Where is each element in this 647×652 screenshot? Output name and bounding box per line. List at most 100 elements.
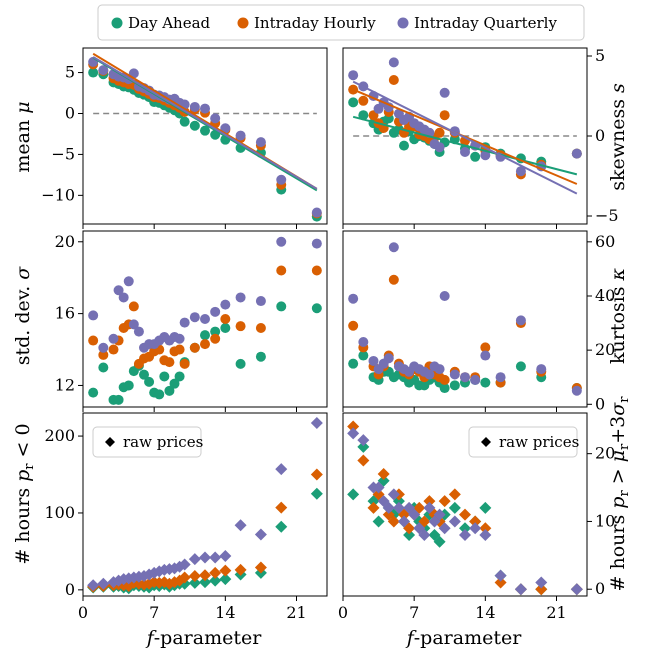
point-std-day-ahead [164,385,175,396]
point-std-intraday-quarterly [255,296,266,307]
point-std-day-ahead [154,389,165,400]
plot-frame-kurt [342,230,588,408]
inner-legend-box [92,426,202,458]
point-std-day-ahead [159,371,170,382]
point-pos-intraday-quarterly [382,501,395,514]
point-std-intraday-quarterly [118,292,129,303]
xtick-label-pos: 0 [338,603,348,622]
point-pos-intraday-hourly [479,522,492,535]
point-std-intraday-hourly [174,344,185,355]
point-neg-intraday-quarterly [178,558,191,571]
point-std-intraday-hourly [255,322,266,333]
xtick-label-pos: 21 [546,603,566,622]
point-skew-intraday-hourly [388,75,399,85]
point-pos-intraday-hourly [535,583,548,596]
ytick-label-neg: 0 [65,580,75,599]
point-neg-intraday-quarterly [199,551,211,564]
point-std-intraday-quarterly [220,299,231,310]
point-std-intraday-hourly [235,321,246,332]
legend-marker-day-ahead [111,17,123,29]
xtick-label-neg: 21 [286,603,306,622]
point-pos-intraday-hourly [367,501,380,514]
point-pos-intraday-hourly [347,420,360,433]
ytick-label-mean: −10 [41,185,75,204]
legend: Day Ahead Intraday Hourly Intraday Quart… [97,4,585,41]
point-std-intraday-hourly [179,358,190,369]
point-neg-intraday-hourly [209,566,222,579]
ylabel-neg: # hours pr < 0 [12,423,37,564]
point-neg-intraday-quarterly [254,528,267,541]
point-std-intraday-hourly [108,344,119,355]
point-neg-intraday-hourly [275,501,288,514]
point-pos-intraday-hourly [377,468,390,480]
plot-frame-skew [342,47,588,225]
panel-std: 12 16 20 [55,230,328,412]
point-skew-intraday-quarterly [515,166,526,177]
point-neg-day-ahead [219,573,232,586]
point-std-intraday-quarterly [133,326,144,337]
point-mean-intraday-quarterly [210,113,221,124]
point-skew-day-ahead [470,151,481,162]
ytick-label-std: 12 [55,375,75,394]
inner-legend-pos: raw prices [468,426,579,458]
fit-line-mean-intraday-quarterly [92,56,318,190]
point-mean-day-ahead [200,125,210,136]
point-pos-day-ahead [459,522,471,535]
point-neg-intraday-quarterly [87,579,100,592]
point-pos-intraday-quarterly [418,529,431,541]
point-pos-intraday-quarterly [357,434,370,447]
ytick-label-std: 20 [55,232,75,251]
ytick-label-kurt: 20 [595,340,615,359]
point-kurt-intraday-quarterly [388,242,399,253]
point-mean-intraday-quarterly [235,130,246,141]
point-std-intraday-quarterly [128,319,139,330]
point-skew-intraday-hourly [439,110,450,121]
point-kurt-intraday-hourly [388,274,399,285]
legend-marker-intraday-hourly [237,17,249,29]
point-mean-day-ahead [179,116,190,127]
point-std-day-ahead [235,358,246,369]
point-kurt-intraday-quarterly [480,350,491,361]
ytick-label-std: 16 [55,304,75,323]
point-mean-intraday-quarterly [311,207,322,218]
point-neg-day-ahead [199,576,211,589]
ylabel-mean: mean μ [12,101,34,172]
inner-legend-neg: raw prices [92,426,203,458]
point-std-intraday-quarterly [108,333,119,344]
point-skew-day-ahead [348,97,359,108]
point-skew-intraday-quarterly [434,142,445,153]
point-std-intraday-quarterly [174,333,185,344]
point-std-day-ahead [139,369,149,380]
point-neg-intraday-quarterly [97,577,110,590]
point-std-intraday-hourly [311,265,322,276]
point-std-intraday-quarterly [235,292,246,303]
point-std-day-ahead [311,303,322,314]
point-kurt-intraday-quarterly [434,364,445,375]
inner-legend-label: raw prices [499,433,579,451]
point-pos-day-ahead [448,501,461,514]
ylabel-pos: # hours pr > μr+3σr [607,396,632,592]
point-std-intraday-quarterly [200,314,210,324]
point-pos-intraday-quarterly [448,515,461,528]
point-skew-intraday-hourly [434,127,445,138]
point-kurt-intraday-quarterly [368,355,379,366]
point-pos-intraday-quarterly [392,501,405,514]
point-skew-intraday-quarterly [348,70,359,81]
point-neg-day-ahead [209,574,222,587]
panel-skew: 5 0 −5 [342,46,619,229]
point-pos-intraday-quarterly [514,583,527,596]
point-kurt-intraday-quarterly [571,385,582,396]
point-std-day-ahead [88,387,99,398]
point-mean-intraday-quarterly [276,174,287,185]
point-kurt-intraday-quarterly [536,364,547,375]
point-neg-intraday-quarterly [234,519,247,532]
xtick-label-neg: 14 [215,603,235,622]
point-pos-intraday-hourly [494,576,507,589]
plot-frame-std [82,230,328,408]
point-pos-intraday-hourly [398,508,410,521]
point-pos-intraday-hourly [459,508,471,521]
point-kurt-intraday-hourly [348,320,359,331]
plot-frame-neg [82,412,328,597]
point-std-intraday-quarterly [311,238,322,249]
point-std-intraday-hourly [189,342,200,353]
